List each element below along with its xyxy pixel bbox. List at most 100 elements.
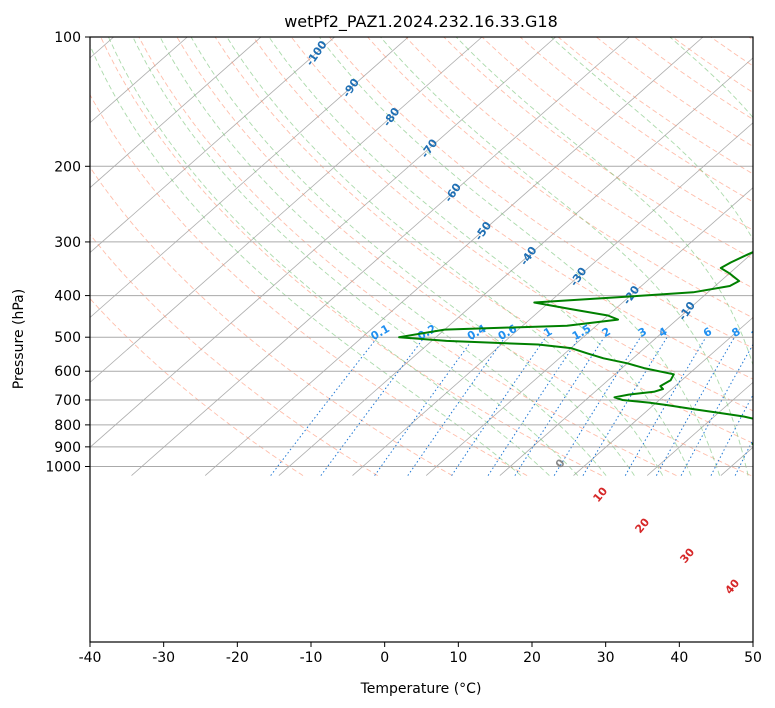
isotherm-line [131, 37, 630, 476]
dry-adiabat-line [329, 37, 753, 349]
mixing-ratio-line [320, 336, 425, 476]
y-axis-title: Pressure (hPa) [11, 289, 27, 389]
y-tick-label: 500 [54, 330, 81, 346]
mixing-ratio-line [407, 336, 506, 476]
moist-adiabat-line [550, 37, 753, 241]
mixing-ratio-line [374, 336, 475, 476]
dry-adiabat-line [90, 297, 304, 476]
mixing-ratio-label: 10 [749, 323, 769, 342]
moist-adiabat-line [90, 44, 522, 476]
isotherm-line [90, 37, 335, 254]
dry-adiabat-line [90, 166, 453, 476]
dry-adiabat-label: -40 [518, 244, 540, 268]
dry-adiabat-line [176, 37, 752, 477]
isotherm-line [90, 37, 556, 448]
isotherm-line [646, 381, 753, 476]
y-tick-label: 400 [54, 289, 81, 305]
x-tick-label: -20 [226, 650, 249, 666]
dry-adiabat-line [443, 37, 753, 260]
isotherm-line [90, 37, 409, 319]
y-tick-label: 700 [54, 393, 81, 409]
moist-adiabat-line [159, 37, 607, 476]
isotherm-line [352, 122, 753, 476]
mixing-ratio-line [451, 336, 547, 476]
dry-adiabat-label: -60 [442, 181, 464, 205]
mixing-ratio-line [514, 336, 605, 476]
x-tick-label: -30 [152, 650, 175, 666]
dry-adiabat-line [90, 233, 378, 476]
moist-adiabat-label: 0 [553, 456, 568, 470]
isotherm-line [499, 252, 753, 476]
dry-adiabat-label: -50 [472, 219, 494, 243]
dry-adiabat-line [138, 37, 677, 477]
isotherm-line [90, 37, 114, 59]
y-tick-label: 800 [54, 418, 81, 434]
x-tick-label: 0 [380, 650, 389, 666]
x-tick-label: 10 [449, 650, 467, 666]
x-tick-label: 50 [744, 650, 762, 666]
x-tick-label: -10 [300, 650, 323, 666]
y-tick-label: 300 [54, 235, 81, 251]
dry-adiabat-lines [90, 37, 753, 477]
dry-adiabat-label: -80 [380, 105, 402, 129]
isobar-grid [90, 37, 753, 467]
dry-adiabat-line [90, 93, 528, 476]
moist-adiabat-label: 20 [632, 515, 652, 535]
y-tick-label: 900 [54, 440, 81, 456]
reference-line-labels: -100-90-80-70-60-50-40-30-20-10010203040… [303, 38, 769, 597]
moist-adiabat-label: 10 [590, 484, 610, 504]
moist-adiabat-line [132, 37, 579, 476]
y-tick-label: 100 [54, 30, 81, 46]
mixing-ratio-label: 4 [656, 325, 669, 340]
mixing-ratio-line [734, 438, 753, 476]
y-tick-label: 600 [54, 364, 81, 380]
profile-series [398, 251, 753, 446]
dry-adiabat-line [214, 37, 753, 444]
mixing-ratio-line [487, 336, 580, 476]
moist-adiabat-lines [90, 37, 753, 476]
dry-adiabat-label: -10 [676, 299, 698, 323]
isotherm-line [0, 37, 40, 476]
y-axis-ticks: 100 200 300 400 500 600 700 800 900 1000 [45, 30, 90, 476]
mixing-ratio-line [655, 336, 735, 476]
moist-adiabat-line [226, 37, 664, 476]
x-tick-label: -40 [79, 650, 102, 666]
chart-title: wetPf2_PAZ1.2024.232.16.33.G18 [284, 12, 558, 32]
y-tick-label: 200 [54, 159, 81, 175]
x-axis-ticks: -40 -30 -20 -10 0 10 20 30 40 50 [79, 642, 762, 666]
isotherm-lines [0, 37, 753, 476]
plot-frame [89, 36, 754, 643]
moist-adiabat-line [108, 37, 550, 476]
mixing-ratio-label: 3 [636, 325, 649, 340]
isotherm-line [90, 37, 262, 189]
moist-adiabat-label: 30 [677, 545, 697, 565]
mixing-ratio-line [624, 336, 707, 476]
dry-adiabat-line [367, 37, 753, 319]
y-tick-label: 1000 [45, 460, 81, 476]
dry-adiabat-line [519, 37, 753, 203]
moist-adiabat-label: 40 [722, 576, 742, 596]
x-tick-label: 40 [670, 650, 688, 666]
dry-adiabat-label: -90 [340, 76, 362, 100]
mixing-ratio-label: 0.4 [465, 322, 489, 343]
isotherm-line [425, 187, 753, 476]
x-axis-title: Temperature (°C) [360, 681, 482, 697]
moist-adiabat-line [319, 37, 721, 476]
mixing-ratio-line [582, 336, 668, 476]
isotherm-line [204, 37, 704, 476]
moist-adiabat-line [190, 37, 635, 476]
mixing-ratio-line [680, 343, 753, 476]
isotherm-line [573, 316, 753, 476]
dry-adiabat-line [100, 37, 603, 477]
dry-adiabat-label: -100 [303, 38, 330, 68]
mixing-ratio-line [762, 337, 775, 475]
mixing-ratio-label: 0.6 [496, 322, 520, 343]
mixing-ratio-line [270, 336, 378, 476]
dry-adiabat-line [672, 37, 753, 93]
moist-adiabat-line [268, 37, 692, 476]
isotherm-line [90, 37, 483, 383]
dewpoint-profile-line [398, 251, 753, 446]
dry-adiabat-line [252, 37, 753, 412]
isotherm-line [278, 57, 753, 476]
